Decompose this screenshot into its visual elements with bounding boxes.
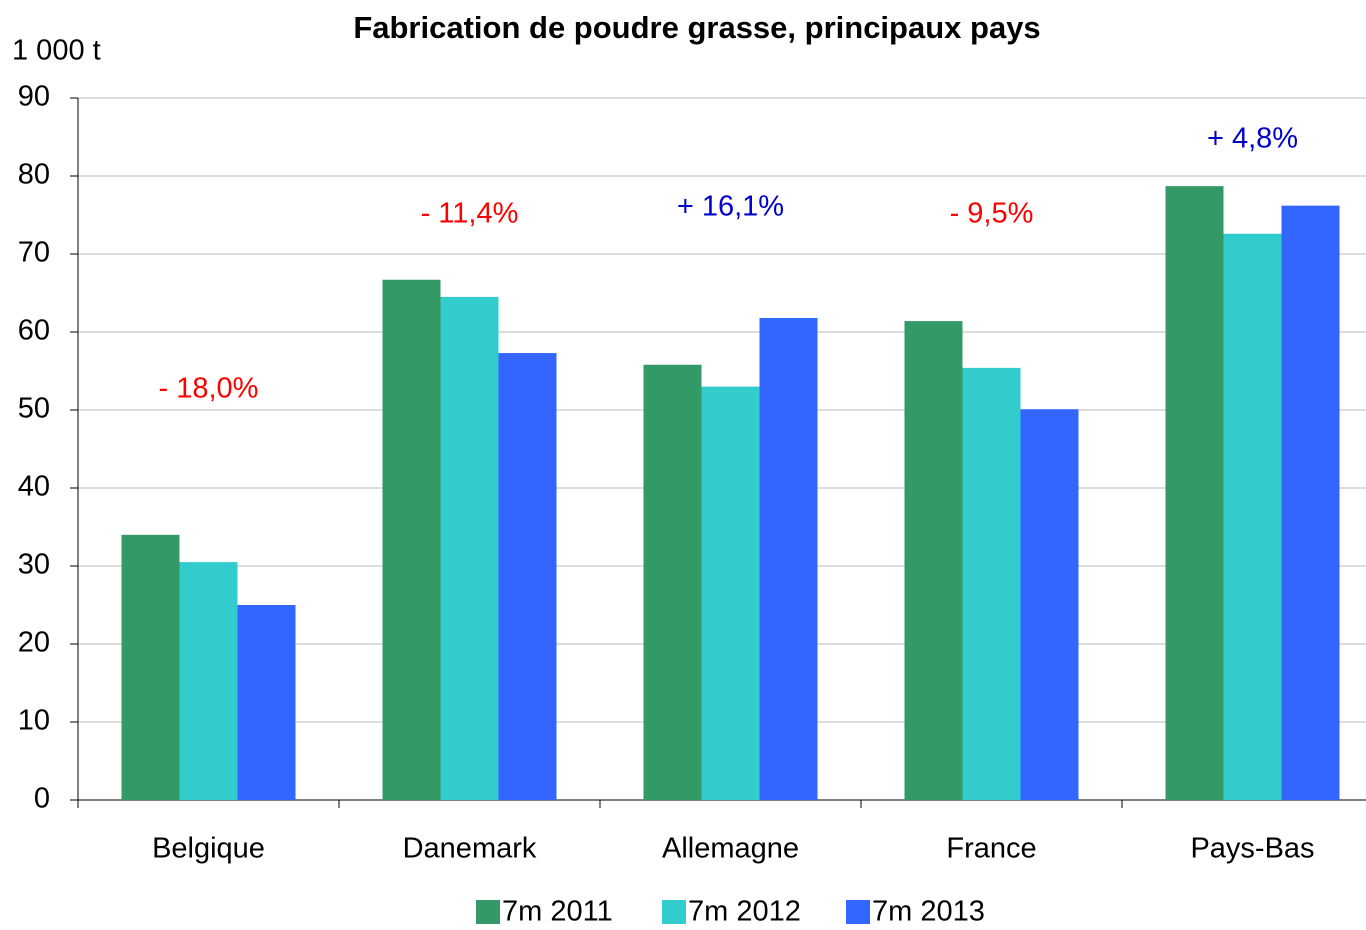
bar bbox=[701, 386, 760, 800]
y-tick-label: 20 bbox=[18, 627, 50, 659]
bar bbox=[179, 562, 238, 800]
bar bbox=[1281, 205, 1340, 800]
y-axis-label: 1 000 t bbox=[12, 35, 101, 67]
y-tick-label: 90 bbox=[18, 81, 50, 113]
bar bbox=[121, 534, 180, 800]
y-tick-label: 60 bbox=[18, 315, 50, 347]
y-tick-label: 70 bbox=[18, 237, 50, 269]
legend-swatch bbox=[846, 900, 870, 924]
x-tick-label: Danemark bbox=[403, 833, 537, 865]
annotation: - 11,4% bbox=[421, 198, 519, 230]
bar bbox=[1020, 409, 1079, 800]
legend-label: 7m 2012 bbox=[688, 896, 801, 928]
bar bbox=[904, 321, 963, 800]
y-tick-label: 10 bbox=[18, 705, 50, 737]
bar bbox=[643, 364, 702, 800]
annotation: - 9,5% bbox=[950, 198, 1034, 230]
bar bbox=[237, 605, 296, 800]
y-tick-label: 30 bbox=[18, 549, 50, 581]
annotation: + 4,8% bbox=[1207, 123, 1298, 155]
x-tick-label: Belgique bbox=[152, 833, 265, 865]
y-tick-label: 50 bbox=[18, 393, 50, 425]
bar bbox=[1223, 233, 1282, 801]
bar bbox=[498, 353, 557, 800]
chart-title: Fabrication de poudre grasse, principaux… bbox=[353, 10, 1040, 45]
legend-swatch bbox=[476, 900, 500, 924]
y-tick-label: 40 bbox=[18, 471, 50, 503]
bar bbox=[962, 367, 1021, 800]
legend-swatch bbox=[662, 900, 686, 924]
annotation: - 18,0% bbox=[159, 373, 259, 405]
bar bbox=[1165, 186, 1224, 800]
y-tick-label: 80 bbox=[18, 159, 50, 191]
bar bbox=[759, 317, 818, 800]
x-tick-label: France bbox=[946, 833, 1036, 865]
legend-label: 7m 2013 bbox=[872, 896, 985, 928]
bar bbox=[440, 296, 499, 800]
y-tick-label: 0 bbox=[34, 783, 50, 815]
x-tick-label: Allemagne bbox=[662, 833, 799, 865]
bar bbox=[382, 279, 441, 800]
annotation: + 16,1% bbox=[677, 191, 784, 223]
legend-label: 7m 2011 bbox=[502, 896, 613, 928]
x-tick-label: Pays-Bas bbox=[1190, 833, 1314, 865]
